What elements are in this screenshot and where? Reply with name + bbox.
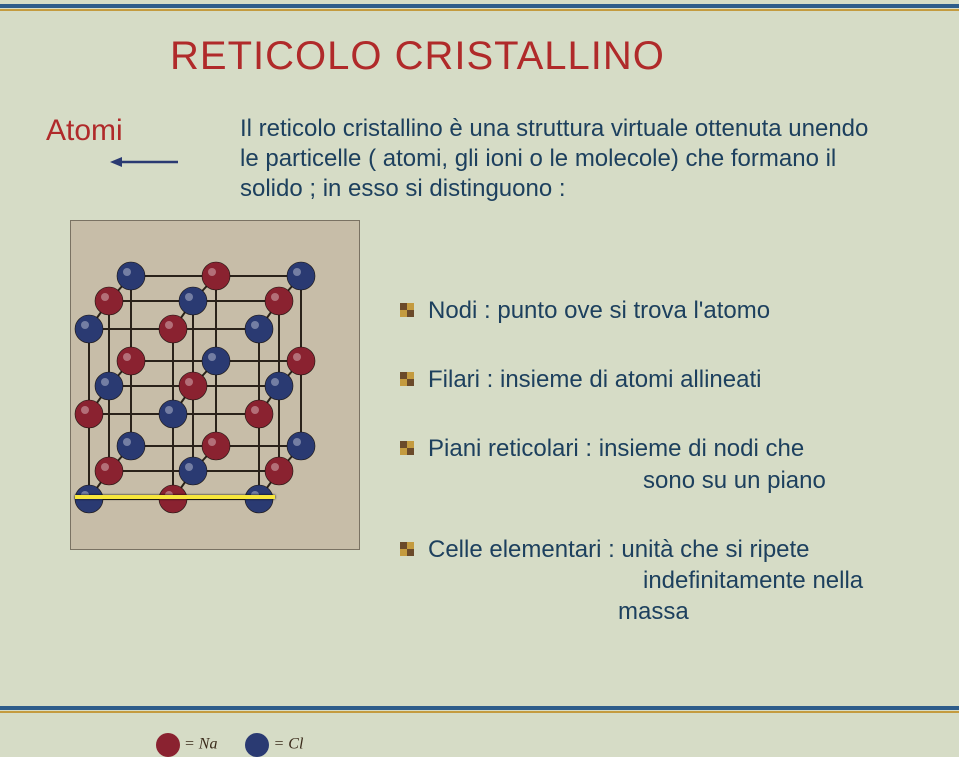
- slide-title: RETICOLO CRISTALLINO: [170, 34, 665, 79]
- cl-label: = Cl: [273, 736, 303, 753]
- intro-paragraph: Il reticolo cristallino è una struttura …: [240, 114, 880, 204]
- list-item: Piani reticolari : insieme di nodi che s…: [400, 433, 920, 495]
- decorative-bottom-bar: [0, 706, 959, 716]
- figure-legend: = Na = Cl: [156, 733, 303, 757]
- cl-swatch: [245, 733, 269, 757]
- bullet-text: Piani reticolari : insieme di nodi che s…: [428, 433, 920, 495]
- bullet-text: Celle elementari : unità che si ripete i…: [428, 534, 920, 628]
- atomi-label: Atomi: [46, 114, 123, 148]
- bullet-list: Nodi : punto ove si trova l'atomo Filari…: [400, 295, 920, 665]
- bullet-icon: [400, 441, 414, 455]
- na-label: = Na: [184, 736, 217, 753]
- lattice-svg: [71, 221, 361, 551]
- bullet-text: Nodi : punto ove si trova l'atomo: [428, 295, 920, 326]
- list-item: Celle elementari : unità che si ripete i…: [400, 534, 920, 628]
- bullet-text: Filari : insieme di atomi allineati: [428, 364, 920, 395]
- list-item: Nodi : punto ove si trova l'atomo: [400, 295, 920, 326]
- list-item: Filari : insieme di atomi allineati: [400, 364, 920, 395]
- filari-highlight-line: [75, 495, 275, 499]
- arrow-to-atom: [110, 155, 180, 169]
- bullet-icon: [400, 372, 414, 386]
- decorative-top-bar: [0, 4, 959, 14]
- na-swatch: [156, 733, 180, 757]
- bullet-icon: [400, 542, 414, 556]
- crystal-lattice-figure: = Na = Cl: [70, 220, 360, 550]
- bullet-icon: [400, 303, 414, 317]
